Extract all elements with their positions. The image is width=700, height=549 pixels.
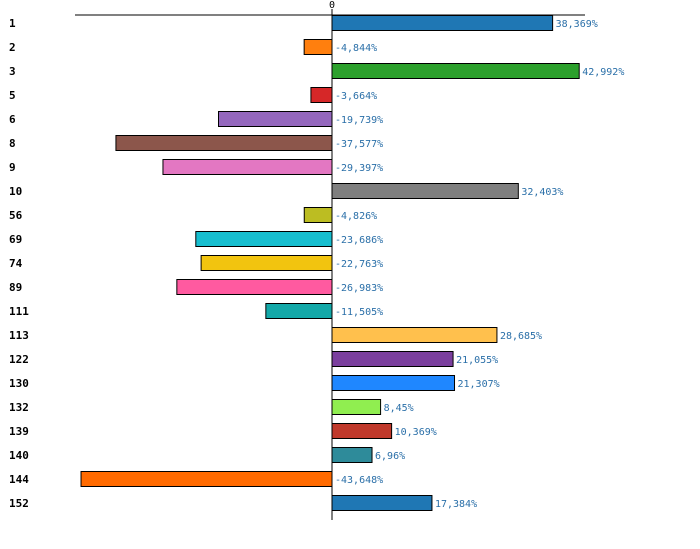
value-label: -37,577% — [335, 139, 383, 150]
category-label: 152 — [9, 497, 29, 510]
value-label: -22,763% — [335, 259, 383, 270]
category-label: 140 — [9, 449, 29, 462]
value-label: -4,826% — [335, 211, 377, 222]
category-label: 139 — [9, 425, 29, 438]
value-label: 17,384% — [435, 499, 477, 510]
category-label: 132 — [9, 401, 29, 414]
bar — [331, 399, 382, 415]
value-label: 42,992% — [582, 67, 624, 78]
value-label: -4,844% — [335, 43, 377, 54]
bar — [218, 111, 333, 127]
value-label: 6,96% — [375, 451, 405, 462]
value-label: 8,45% — [384, 403, 414, 414]
value-label: 10,369% — [395, 427, 437, 438]
category-label: 130 — [9, 377, 29, 390]
bar — [331, 183, 519, 199]
category-label: 9 — [9, 161, 16, 174]
bar — [176, 279, 333, 295]
value-label: -19,739% — [335, 115, 383, 126]
value-label: -23,686% — [335, 235, 383, 246]
bar — [331, 15, 554, 31]
category-label: 122 — [9, 353, 29, 366]
bar — [331, 495, 433, 511]
bar — [80, 471, 333, 487]
bars — [80, 15, 580, 511]
bar — [303, 207, 333, 223]
bar — [310, 87, 333, 103]
category-label: 144 — [9, 473, 29, 486]
bar — [200, 255, 333, 271]
category-label: 89 — [9, 281, 22, 294]
category-label: 56 — [9, 209, 23, 222]
bar — [195, 231, 333, 247]
bar — [331, 63, 580, 79]
category-label: 8 — [9, 137, 16, 150]
value-labels: 38,369% -4,844% 42,992% -3,664% -19,739% -37,… — [335, 19, 624, 510]
value-label: 28,685% — [500, 331, 542, 342]
bar — [303, 39, 333, 55]
value-label: 38,369% — [556, 19, 598, 30]
category-label: 1 — [9, 17, 16, 30]
category-label: 5 — [9, 89, 16, 102]
category-labels: 1235689105669748911111312213013213914014… — [9, 17, 29, 510]
category-label: 74 — [9, 257, 23, 270]
category-label: 69 — [9, 233, 22, 246]
bar — [331, 327, 498, 343]
category-label: 3 — [9, 65, 16, 78]
axes: 0 — [75, 0, 585, 520]
value-label: -3,664% — [335, 91, 377, 102]
category-label: 2 — [9, 41, 16, 54]
bar — [331, 375, 456, 391]
bar — [162, 159, 333, 175]
category-label: 6 — [9, 113, 16, 126]
value-label: -43,648% — [335, 475, 383, 486]
bar — [265, 303, 333, 319]
category-label: 111 — [9, 305, 29, 318]
value-label: 21,055% — [456, 355, 498, 366]
value-label: 32,403% — [521, 187, 563, 198]
bar — [331, 447, 373, 463]
category-label: 113 — [9, 329, 29, 342]
bar — [331, 423, 393, 439]
value-label: -29,397% — [335, 163, 383, 174]
value-label: -11,505% — [335, 307, 383, 318]
zero-tick-label: 0 — [329, 0, 335, 11]
value-label: -26,983% — [335, 283, 383, 294]
bar — [331, 351, 454, 367]
category-label: 10 — [9, 185, 22, 198]
value-label: 21,307% — [458, 379, 500, 390]
bar — [115, 135, 333, 151]
